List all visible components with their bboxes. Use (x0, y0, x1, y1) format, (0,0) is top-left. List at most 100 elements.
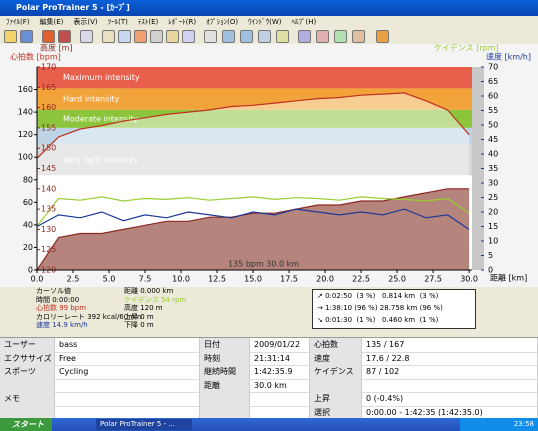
cursor-value: 高度 120 m (124, 304, 163, 312)
cursor-value: 距離 0.000 km (124, 287, 174, 295)
tool-bars[interactable] (150, 30, 163, 43)
zone-label: Very light intensity (63, 156, 139, 165)
menu-item[interactable]: ﾚﾎﾟｰﾄ(R) (168, 18, 197, 26)
x-tick-label: 25.0 (388, 275, 406, 284)
tool-view1[interactable] (298, 30, 311, 43)
menu-item[interactable]: ﾍﾙﾌﾟ(H) (291, 18, 317, 26)
value-cell: 87 / 102 (362, 365, 538, 379)
hr-tick-label: 120 (18, 130, 33, 139)
label-cell (0, 378, 55, 392)
menu-item[interactable]: 編集(E) (39, 18, 64, 26)
slope-box: ↗ 0:02:50 (3 %) 0.814 km (3 %) → 1:38:10 … (312, 289, 476, 329)
scale-strip (472, 67, 484, 270)
cursor-value: 上昇 0 m (124, 312, 154, 321)
altitude-tick-label: 165 (41, 83, 56, 92)
tool-chart[interactable] (134, 30, 147, 43)
x-tick-label: 17.5 (280, 275, 298, 284)
speed-tick-label: 30 (488, 179, 498, 188)
label-cell (310, 378, 362, 392)
tool-test[interactable] (58, 30, 71, 43)
x-tick-label: 15.0 (244, 275, 262, 284)
altitude-tick-label: 125 (41, 245, 56, 254)
label-cell (200, 405, 250, 419)
x-tick-label: 0.0 (31, 275, 44, 284)
cadence-line (36, 196, 470, 227)
value-cell (55, 378, 200, 392)
label-cell: 日付 (200, 338, 250, 352)
task-button[interactable]: Polar ProTrainer 5 - ... (96, 419, 192, 430)
tool-report[interactable] (182, 30, 195, 43)
tool-settings[interactable] (376, 30, 389, 43)
x-tick-label: 12.5 (208, 275, 226, 284)
value-cell: 21:31:14 (250, 351, 310, 365)
tool-window[interactable] (118, 30, 131, 43)
speed-tick-label: 10 (488, 237, 498, 246)
altitude-tick-label: 140 (41, 184, 56, 193)
speed-tick-label: 65 (488, 77, 498, 86)
hr-zone (37, 88, 472, 110)
start-button[interactable]: スタート (0, 418, 52, 431)
table-row: エクササイズ Free 時刻 21:31:14 速度 17.6 / 22.8 (0, 351, 538, 366)
menu-item[interactable]: ﾂｰﾙ(T) (107, 18, 128, 26)
value-cell (55, 392, 200, 406)
label-cell: 時刻 (200, 351, 250, 365)
tool-calendar[interactable] (80, 30, 93, 43)
tool-view3[interactable] (334, 30, 347, 43)
value-cell: 0 (-0.4%) (362, 392, 538, 406)
tool-save[interactable] (20, 30, 33, 43)
altitude-tick-label: 135 (41, 205, 56, 214)
speed-line (36, 208, 470, 230)
tool-web[interactable] (276, 30, 289, 43)
label-cell: 心拍数 (310, 338, 362, 352)
label-cell: 選択 (310, 405, 362, 419)
cursor-value: 心拍数 99 bpm (36, 304, 87, 312)
table-row: ユーザー bass 日付 2009/01/22 心拍数 135 / 167 (0, 338, 538, 353)
hr-axis-title: 心拍数 [bpm] (10, 52, 61, 62)
cursor-value: 速度 14.9 km/h (36, 321, 88, 329)
menu-item[interactable]: 表示(V) (73, 18, 98, 26)
menu-bar: ﾌｧｲﾙ(F) 編集(E) 表示(V) ﾂｰﾙ(T) ﾃｽﾄ(E) ﾚﾎﾟｰﾄ(R) ｵﾌﾟ… (0, 16, 538, 28)
tool-table[interactable] (166, 30, 179, 43)
table-row: メモ 上昇 0 (-0.4%) (0, 392, 538, 407)
speed-tick-label: 25 (488, 193, 498, 202)
hr-tick-label: 80 (23, 175, 33, 184)
speed-tick-label: 60 (488, 92, 498, 101)
label-cell: メモ (0, 392, 55, 406)
tool-view2[interactable] (316, 30, 329, 43)
hr-tick-label: 140 (18, 108, 33, 117)
slope-line: ↘ 0:01:30 (1 %) 0.460 km (1 %) (317, 316, 439, 324)
tool-sync[interactable] (258, 30, 271, 43)
hr-tick-label: 60 (23, 198, 33, 207)
label-cell (0, 405, 55, 419)
tool-list[interactable] (102, 30, 115, 43)
label-cell: スポーツ (0, 365, 55, 379)
menu-item[interactable]: ｵﾌﾟｼｮﾝ(O) (206, 18, 239, 26)
label-cell: 速度 (310, 351, 362, 365)
label-cell: 継続時間 (200, 365, 250, 379)
menu-item[interactable]: ﾃｽﾄ(E) (137, 18, 159, 26)
tool-view4[interactable] (352, 30, 365, 43)
tool-zoom[interactable] (204, 30, 217, 43)
tool-device[interactable] (42, 30, 55, 43)
menu-item[interactable]: ｳｲﾝﾄﾞｳ(W) (248, 18, 282, 26)
value-cell (250, 392, 310, 406)
label-cell: 距離 (200, 378, 250, 392)
hr-zone (37, 127, 472, 145)
x-tick-label: 22.5 (352, 275, 370, 284)
label-cell: ケイデンス (310, 365, 362, 379)
menu-item[interactable]: ﾌｧｲﾙ(F) (6, 18, 30, 26)
value-cell: Cycling (55, 365, 200, 379)
hr-tick-label: 0 (28, 266, 33, 275)
speed-tick-label: 45 (488, 135, 498, 144)
value-cell (250, 405, 310, 419)
hr-tick-label: 100 (18, 153, 33, 162)
x-tick-label: 5.0 (103, 275, 116, 284)
speed-tick-label: 40 (488, 150, 498, 159)
tool-download[interactable] (222, 30, 235, 43)
altitude-tick-label: 150 (41, 144, 56, 153)
value-cell: Free (55, 351, 200, 365)
tool-open[interactable] (4, 30, 17, 43)
hr-zone (37, 109, 472, 128)
tool-upload[interactable] (240, 30, 253, 43)
